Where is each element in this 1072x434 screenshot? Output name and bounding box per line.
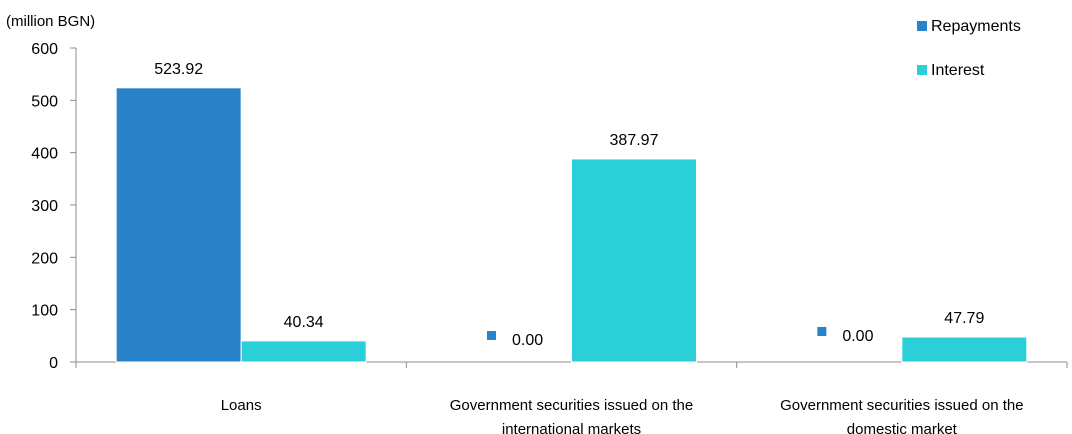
zero-value-marker bbox=[817, 327, 827, 336]
y-axis-unit-label: (million BGN) bbox=[6, 13, 95, 30]
y-tick-label: 500 bbox=[31, 93, 58, 110]
data-labels: 523.92 40.34 0.00 387.97 0.00 47.79 bbox=[154, 61, 984, 349]
legend-swatch-interest bbox=[917, 65, 927, 75]
legend-label: Interest bbox=[931, 62, 985, 79]
y-tick-label: 200 bbox=[31, 250, 58, 267]
data-label: 40.34 bbox=[284, 314, 324, 331]
bar-interest bbox=[240, 340, 367, 363]
y-tick-label: 300 bbox=[31, 198, 58, 215]
category-label: Government securities issued on the bbox=[450, 397, 693, 414]
legend-label: Repayments bbox=[931, 18, 1021, 35]
category-label: Loans bbox=[221, 397, 262, 414]
data-label: 0.00 bbox=[512, 332, 543, 349]
zero-value-marker bbox=[487, 331, 496, 340]
data-label: 523.92 bbox=[154, 61, 203, 78]
data-label: 0.00 bbox=[842, 328, 873, 345]
y-tick-label: 400 bbox=[31, 146, 58, 163]
category-label: international markets bbox=[502, 421, 641, 434]
bar-interest bbox=[901, 336, 1028, 363]
legend-swatch-repayments bbox=[917, 21, 927, 31]
legend: Repayments Interest bbox=[917, 18, 1021, 79]
category-label: domestic market bbox=[847, 421, 958, 434]
bars bbox=[115, 87, 1028, 363]
data-label: 47.79 bbox=[944, 310, 984, 327]
y-tick-label: 100 bbox=[31, 303, 58, 320]
bar-interest bbox=[571, 158, 697, 363]
y-tick-label: 0 bbox=[49, 355, 58, 372]
category-labels: Loans Government securities issued on the… bbox=[221, 397, 1024, 434]
bar-repayments bbox=[115, 87, 242, 363]
category-label: Government securities issued on the bbox=[780, 397, 1023, 414]
y-tick-label: 600 bbox=[31, 41, 58, 58]
data-label: 387.97 bbox=[610, 132, 659, 149]
